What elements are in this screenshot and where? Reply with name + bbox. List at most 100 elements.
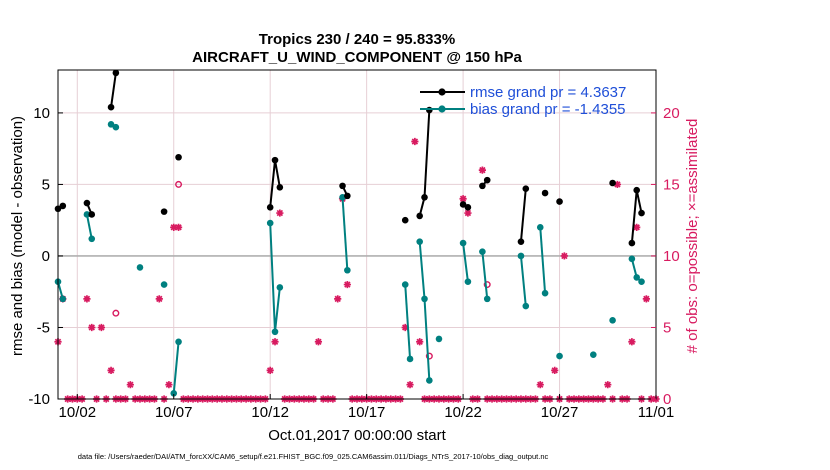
rmse-point [483,176,491,184]
bias-point [88,235,96,243]
bias-line-segment [462,242,469,282]
obs-assimilated-marker [126,381,134,389]
bias-point [459,239,467,247]
left-tick-label: 10 [33,105,50,122]
obs-assimilated-marker [107,366,115,374]
bias-point [406,355,414,363]
bias-point [266,219,274,227]
bias-point [479,248,486,255]
right-tick-label: 20 [663,105,680,122]
bias-point [416,238,423,245]
chart-title: Tropics 230 / 240 = 95.833% [259,31,455,48]
obs-assimilated-marker [459,195,467,203]
left-tick-label: 5 [42,176,50,193]
bias-line-segment [418,241,431,381]
plot-frame [57,69,657,400]
rmse-point [426,106,433,114]
x-axis-ticks: 10/02 10/07 10/12 10/17 10/22 10/27 11/01 [59,394,674,421]
rmse-point [459,201,467,208]
obs-assimilated-marker [628,338,636,346]
obs-assimilated-marker [633,223,641,231]
x-tick-label: 10/27 [541,404,579,421]
bias-point [170,389,178,397]
x-tick-label: 11/01 [638,404,674,421]
rmse-point [628,239,636,247]
rmse-point [638,209,645,217]
bias-point [536,224,544,231]
x-tick-label: 10/12 [251,404,289,421]
bias-point [421,295,428,303]
legend-bias-label: bias grand pr = -1.4355 [470,101,626,118]
rmse-point [175,153,182,161]
rmse-point [276,183,284,191]
obs-assimilated-marker [551,366,559,374]
legend-rmse-label: rmse grand pr = 4.3637 [470,84,626,101]
obs-assimilated-marker [266,366,274,374]
bias-point [160,281,168,288]
chart-subtitle: AIRCRAFT_U_WIND_COMPONENT @ 150 hPa [192,49,522,66]
rmse-line-segment [110,72,117,108]
right-axis-ticks: 20 15 10 5 0 [651,105,680,408]
bias-point [590,351,597,358]
rmse-point [421,194,428,201]
bias-line-segment [404,284,412,360]
footer-data-file: data file: /Users/raeder/DAI/ATM_forcXX/… [78,452,549,461]
obs-assimilated-marker [604,381,612,389]
right-tick-label: 0 [663,391,671,408]
rmse-point [401,216,409,224]
rmse-point [107,103,115,111]
rmse-line-segment [269,159,281,208]
bias-line-segment [341,197,349,271]
bias-point [83,211,91,218]
obs-assimilated-marker [170,223,178,231]
x-tick-label: 10/02 [59,404,97,421]
obs-assimilated-marker [613,180,622,189]
obs-assimilated-marker [401,323,409,332]
legend: rmse grand pr = 4.3637 bias grand pr = -… [420,84,626,118]
bias-point [175,338,182,346]
left-axis-label: rmse and bias (model - observation) [9,116,26,356]
bias-line-segment [519,255,527,307]
left-tick-label: -10 [28,391,50,408]
bias-point [541,289,549,297]
rmse-point [271,156,279,164]
rmse-point [83,199,91,207]
bias-point [271,328,279,336]
bias-line-segment [481,251,489,299]
x-tick-label: 10/17 [348,404,386,421]
obs-assimilated-marker [343,280,351,289]
legend-bias-marker [438,105,446,113]
bias-point [344,266,351,274]
obs-assimilated-marker [464,209,472,217]
bias-line-segment [85,214,93,239]
rmse-point [339,182,346,190]
rmse-point [609,179,616,187]
obs-assimilated-marker [536,381,544,389]
bias-point [483,295,491,303]
rmse-point [522,185,530,193]
rmse-point [112,69,120,77]
left-tick-label: 0 [42,248,50,265]
x-tick-label: 10/22 [444,404,482,421]
bias-point [435,335,443,343]
obs-assimilated-marker [83,295,91,303]
bias-point [401,281,409,288]
bias-point [638,278,645,286]
obs-assimilated-marker [642,295,650,303]
obs-assimilated-marker [411,137,419,146]
bias-point [107,121,115,128]
rmse-point [416,212,423,220]
bias-line-segment [172,341,180,394]
right-tick-label: 15 [663,176,680,193]
obs-assimilated-marker [416,338,424,346]
rmse-point [88,211,96,218]
bias-line-segment [269,223,281,332]
obs-possible-marker [483,281,491,289]
grid-lines [58,70,657,400]
obs-assimilated-marker [88,323,96,332]
rmse-point [633,186,641,194]
obs-assimilated-marker [406,381,414,389]
bias-point [426,377,433,384]
x-axis-label: Oct.01,2017 00:00:00 start [268,427,446,444]
